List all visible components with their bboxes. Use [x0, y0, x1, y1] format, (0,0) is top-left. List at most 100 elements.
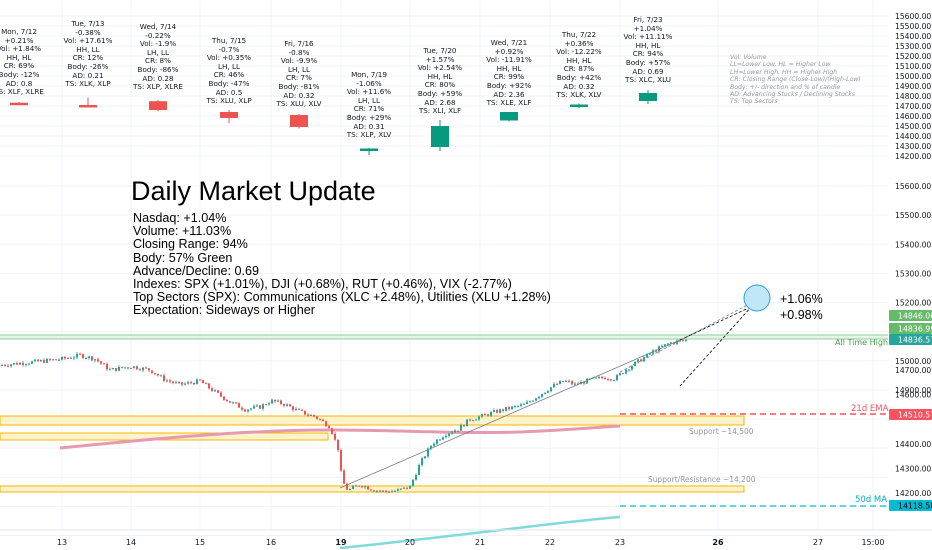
time-axis-tick: 27	[813, 538, 823, 547]
price-label-box	[889, 334, 932, 345]
daily-candle-body	[79, 105, 97, 108]
intraday-candle-body	[436, 439, 438, 444]
intraday-candle-body	[394, 490, 396, 492]
summary-line: Indexes: SPX (+1.01%), DJI (+0.68%), RUT…	[133, 277, 512, 292]
target-circle-icon	[743, 284, 771, 312]
ema21-label: 21d EMA	[851, 404, 889, 414]
daily-candle-body	[500, 112, 518, 121]
day-card-line: TS: XLU, XLV	[276, 99, 322, 109]
intraday-candle-body	[166, 380, 168, 382]
intraday-candle-body	[667, 343, 669, 345]
intraday-candle-body	[220, 392, 222, 397]
intraday-candle-body	[589, 378, 591, 380]
intraday-candle-body	[661, 346, 663, 348]
intraday-candle-body	[283, 404, 285, 406]
price-axes: 14200.0014300.0014400.0014500.0014600.00…	[0, 12, 932, 547]
day-card-line: AD: 0.5	[215, 87, 243, 97]
intraday-candle-body	[241, 407, 243, 410]
intraday-candle-body	[616, 375, 618, 381]
intraday-candle-body	[433, 443, 435, 446]
intraday-candle-body	[502, 409, 504, 411]
intraday-candle-body	[568, 380, 570, 382]
day-card-line: +0.92%	[494, 46, 524, 56]
day-card: Fri, 7/23 +1.04% Vol: +11.11% HH, HL CR: 94%…	[603, 15, 693, 85]
intraday-candle-body	[37, 359, 39, 362]
day-card-line: AD: 0.31	[353, 121, 385, 131]
projection-line-3	[679, 305, 753, 387]
intraday-candle-body	[103, 363, 105, 365]
day-card-line: Thu, 7/15	[211, 36, 247, 45]
intraday-candle-body	[679, 340, 681, 342]
intraday-candle-body	[640, 359, 642, 362]
intraday-candle-body	[328, 426, 330, 429]
support-label: Support ~14,500	[689, 427, 754, 436]
intraday-candle-body	[613, 380, 615, 382]
legend-line: Body: +/- direction and % of candle	[730, 83, 841, 91]
chart-overlays: All Time High 21d EMA Support ~14,500 Suppo…	[0, 284, 889, 550]
intraday-candle-body	[160, 375, 162, 377]
time-axis-tick: 16	[266, 538, 276, 547]
day-card-line: Body: -86%	[137, 64, 179, 74]
intraday-candle-body	[415, 474, 417, 480]
intraday-candle-body	[280, 400, 282, 405]
intraday-candle-body	[289, 404, 291, 407]
intraday-candle-body	[409, 485, 411, 489]
intraday-candle-body	[109, 369, 111, 371]
intraday-candle-body	[550, 387, 552, 392]
bottom-axis-tick: 15500.00	[895, 211, 931, 220]
intraday-candle-body	[571, 381, 573, 385]
day-card-line: Tue, 7/13	[71, 19, 105, 28]
intraday-candle-body	[112, 368, 114, 370]
legend-line: AD: Advancing Stocks / Declining Stocks	[730, 91, 856, 99]
intraday-candle-body	[118, 366, 120, 371]
time-axis-tick: 14	[126, 538, 136, 547]
day-card-line: Fri, 7/23	[633, 15, 663, 24]
intraday-candle-body	[631, 366, 633, 370]
intraday-candle-body	[607, 379, 609, 381]
intraday-candle-body	[322, 419, 324, 422]
intraday-candle-body	[520, 404, 522, 406]
bottom-axis-tick: 15000.00	[895, 357, 931, 366]
intraday-candle-body	[355, 485, 357, 487]
price-label: 14510.57	[898, 411, 932, 420]
intraday-candle-body	[460, 424, 462, 431]
intraday-candle-body	[352, 485, 354, 489]
intraday-candle-body	[244, 409, 246, 412]
intraday-candle-body	[379, 490, 381, 492]
intraday-candle-body	[46, 358, 48, 363]
intraday-candle-body	[238, 403, 240, 408]
time-axis-tick: 22	[545, 538, 555, 547]
intraday-candle-body	[319, 418, 321, 420]
time-axis-tick: 23	[615, 538, 625, 547]
time-axis-tick: 15:00	[861, 538, 884, 547]
day-card-line: Body: -81%	[278, 81, 320, 91]
day-card-line: TS: XLE, XLF	[486, 98, 532, 108]
intraday-candles	[1, 338, 687, 494]
intraday-candle-body	[583, 381, 585, 384]
intraday-candle-body	[169, 380, 171, 382]
intraday-candle-body	[553, 383, 555, 388]
ma50-curve	[339, 515, 621, 550]
price-label: 14846.06	[898, 312, 932, 321]
daily-candle-body	[639, 93, 657, 101]
day-card-line: Wed, 7/21	[490, 38, 528, 47]
intraday-candle-body	[61, 356, 63, 360]
top-axis-tick: 14300.00	[895, 142, 931, 151]
day-card-line: Vol: +2.54%	[417, 63, 463, 73]
day-card-line: Body: -12%	[0, 69, 40, 79]
intraday-candle-body	[376, 490, 378, 492]
intraday-candle-body	[625, 369, 627, 374]
intraday-candle-body	[301, 409, 303, 411]
top-axis-tick: 15200.00	[895, 52, 931, 61]
intraday-candle-body	[655, 350, 657, 352]
top-axis-tick: 14800.00	[895, 92, 931, 101]
intraday-candle-body	[82, 354, 84, 359]
time-axis-tick: 19	[335, 538, 347, 547]
intraday-candle-body	[346, 483, 348, 490]
intraday-candle-body	[565, 380, 567, 382]
day-card-line: Body: +92%	[486, 80, 532, 90]
intraday-candle-body	[172, 381, 174, 383]
intraday-candle-body	[430, 445, 432, 449]
intraday-candle-body	[130, 367, 132, 369]
